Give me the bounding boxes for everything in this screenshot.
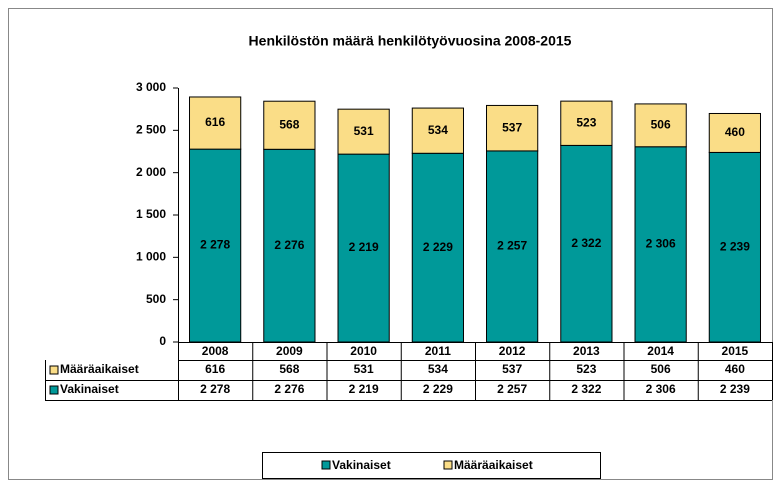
bar-segment: [560, 144, 613, 343]
x-tick-label: 2010: [350, 344, 377, 358]
bar-segment: [708, 112, 761, 153]
y-tick-label: 500: [146, 292, 166, 306]
bar-segment: [560, 100, 613, 146]
table-cell: 2 229: [423, 382, 453, 396]
table-cell: 616: [205, 362, 225, 376]
x-tick-label: 2012: [499, 344, 526, 358]
bar-segment: [411, 107, 464, 154]
data-label: 568: [279, 117, 299, 131]
table-cell: 2 257: [497, 382, 527, 396]
y-tick-label: 2 500: [136, 123, 166, 137]
y-tick-label: 2 000: [136, 165, 166, 179]
x-tick-label: 2008: [202, 344, 229, 358]
data-label: 534: [428, 123, 448, 137]
table-cell: 2 278: [200, 382, 230, 396]
data-label: 2 306: [646, 237, 676, 251]
chart-title: Henkilöstön määrä henkilötyövuosina 2008…: [249, 33, 572, 49]
bar-segment: [189, 96, 242, 150]
data-label: 537: [502, 120, 522, 134]
table-cell: 2 239: [720, 382, 750, 396]
data-label: 2 278: [200, 238, 230, 252]
data-label: 2 276: [274, 238, 304, 252]
y-tick-label: 1 500: [136, 207, 166, 221]
table-cell: 537: [502, 362, 522, 376]
table-row-label: Määräaikaiset: [60, 362, 139, 376]
y-tick-label: 0: [159, 334, 166, 348]
data-label: 2 229: [423, 240, 453, 254]
data-label: 506: [651, 118, 671, 132]
bar-segment: [634, 103, 687, 148]
y-tick-label: 3 000: [136, 80, 166, 94]
table-row-label: Vakinaiset: [60, 382, 119, 396]
data-label: 2 239: [720, 239, 750, 253]
table-cell: 506: [651, 362, 671, 376]
bar-segment: [189, 148, 242, 343]
bar-segment: [263, 100, 316, 150]
data-label: 523: [576, 115, 596, 129]
table-key: [49, 365, 59, 375]
data-label: 460: [725, 125, 745, 139]
table-cell: 534: [428, 362, 448, 376]
table-cell: 568: [279, 362, 299, 376]
table-cell: 2 322: [571, 382, 601, 396]
bar-segment: [263, 148, 316, 343]
legend-label: Määräaikaiset: [454, 458, 533, 472]
x-tick-label: 2009: [276, 344, 303, 358]
data-label: 616: [205, 115, 225, 129]
table-cell: 2 306: [646, 382, 676, 396]
table-cell: 523: [576, 362, 596, 376]
table-key: [49, 385, 59, 395]
data-label: 2 219: [349, 240, 379, 254]
x-tick-label: 2011: [425, 344, 451, 358]
table-cell: 531: [354, 362, 374, 376]
data-label: 531: [354, 124, 374, 138]
x-tick-label: 2015: [722, 344, 749, 358]
data-label: 2 322: [571, 236, 601, 250]
table-cell: 2 276: [274, 382, 304, 396]
bar-segment: [337, 108, 390, 155]
bar-segment: [486, 150, 539, 343]
legend-key: [443, 460, 453, 470]
legend-box: [262, 452, 601, 479]
x-tick-label: 2014: [647, 344, 674, 358]
table-cell: 2 219: [349, 382, 379, 396]
y-tick-label: 1 000: [136, 250, 166, 264]
table-cell: 460: [725, 362, 745, 376]
legend-label: Vakinaiset: [332, 458, 391, 472]
data-label: 2 257: [497, 239, 527, 253]
legend-key: [321, 460, 331, 470]
bar-segment: [411, 152, 464, 343]
x-tick-label: 2013: [573, 344, 600, 358]
bar-segment: [486, 104, 539, 152]
